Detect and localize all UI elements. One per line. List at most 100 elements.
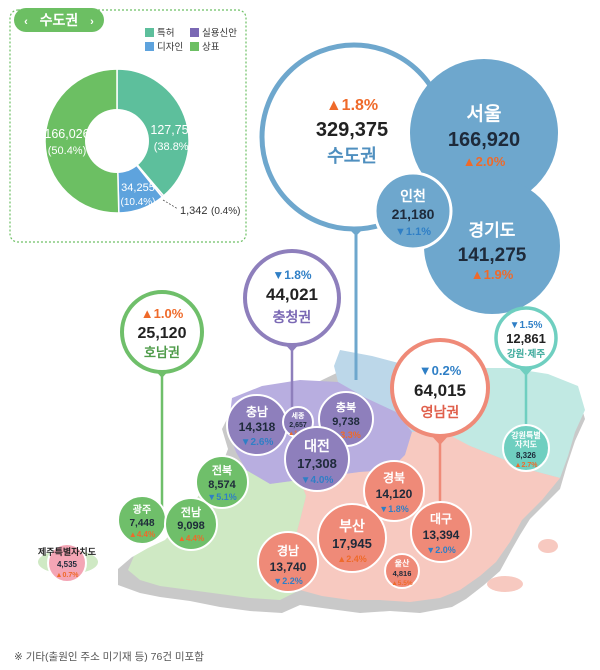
jeju-name: 제주특별자치도 [38, 546, 97, 557]
legend-swatch-utility [190, 28, 199, 37]
pie-panel: ‹ 수도권 › 특허 실용신안 디자인 상표 127,752 (38.8%) 1… [9, 8, 247, 243]
busan-value: 17,945 [332, 536, 372, 551]
jeju-bubble [47, 543, 87, 583]
chungnam-name: 충남 [246, 404, 268, 419]
slice-label-patent-pct: (38.8%) [154, 141, 193, 153]
gangwon-region-value: 12,861 [506, 331, 546, 346]
capital-name: 수도권 [327, 146, 377, 166]
city-bubbles: 충남 14,318 ▼2.6% 세종 2,657 ▲1.7% 충북 9,738 … [38, 391, 550, 593]
jeju-value: 4,535 [57, 560, 78, 569]
slice-label-design-pct: (10.4%) [120, 197, 155, 208]
jeonnam-name: 전남 [181, 505, 201, 519]
legend-swatch-trademark [190, 42, 199, 51]
capital-change: ▲1.8% [326, 97, 378, 114]
chungcheong-ring [243, 249, 341, 347]
jeonbuk-bubble [195, 455, 249, 509]
pie-hole [85, 109, 149, 173]
slice-label-patent-value: 127,752 [150, 123, 195, 137]
gangwon-bubble [502, 424, 550, 472]
incheon-name: 인천 [400, 188, 426, 204]
honam-ring [120, 290, 204, 374]
yeongnam-change: ▼0.2% [419, 363, 462, 378]
map-island-ulleung [538, 539, 558, 553]
chungbuk-name: 충북 [336, 400, 356, 414]
seoul-change: ▲2.0% [463, 154, 506, 169]
slice-label-utility-pct: (0.4%) [211, 206, 240, 217]
honam-name: 호남권 [144, 345, 180, 360]
slice-label-design-value: 34,255 [121, 182, 155, 194]
pie-slice-patent [116, 68, 190, 197]
jeonbuk-name: 전북 [212, 463, 232, 477]
ulsan-bubble [384, 553, 420, 589]
legend-label-utility: 실용신안 [202, 28, 237, 39]
seoul-name: 서울 [467, 103, 502, 125]
seoul-bubble [410, 59, 558, 207]
yeongnam-ring [390, 338, 490, 438]
daejeon-change: ▼4.0% [301, 475, 334, 486]
pie-badge [14, 8, 104, 32]
gangwon-value: 8,326 [516, 451, 537, 460]
jeonbuk-change: ▼5.1% [207, 492, 236, 502]
daegu-change: ▼2.0% [426, 545, 455, 555]
jeonnam-change: ▲4.4% [178, 534, 204, 543]
gyeonggi-change: ▲1.9% [471, 267, 514, 282]
chungnam-change: ▼2.6% [241, 437, 274, 448]
chungbuk-change: ▲3.3% [331, 430, 360, 440]
yeongnam-name: 영남권 [421, 404, 460, 420]
pie-badge-left-icon: ‹ [24, 16, 28, 28]
chungcheong-group: ▼1.8% 44,021 충청권 [243, 249, 341, 408]
slice-label-utility-value: 1,342 [180, 205, 208, 217]
yeongnam-value: 64,015 [414, 381, 466, 400]
gangwon-region-name: 강원·제주 [507, 348, 545, 360]
map-island-south [487, 576, 523, 592]
gyeongbuk-bubble [363, 460, 425, 522]
chungcheong-value: 44,021 [266, 285, 318, 304]
busan-name: 부산 [339, 518, 365, 534]
gangwon-change: ▲2.7% [515, 462, 539, 469]
legend-label-patent: 특허 [157, 28, 174, 39]
footnote: ※ 기타(출원인 주소 미기재 등) 76건 미포함 [14, 651, 204, 663]
gyeonggi-bubble [424, 178, 560, 314]
sejong-value: 2,657 [289, 422, 307, 429]
legend-swatch-design [145, 42, 154, 51]
ulsan-change: ▲5.5% [391, 580, 412, 587]
sejong-name: 세종 [292, 411, 305, 420]
gwangju-value: 7,448 [129, 518, 154, 529]
seoul-value: 166,920 [448, 129, 520, 151]
daejeon-bubble [284, 426, 350, 492]
gangwon-group: ▼1.5% 12,861 강원·제주 [494, 306, 558, 428]
yeongnam-group: ▼0.2% 64,015 영남권 [390, 338, 490, 505]
pie-badge-right-icon: › [90, 16, 94, 28]
gangwon-ring [494, 306, 558, 370]
ulsan-name: 울산 [395, 558, 410, 568]
gyeongbuk-change: ▼1.8% [379, 504, 408, 514]
gyeongnam-change: ▼2.2% [273, 576, 302, 586]
gyeongbuk-name: 경북 [383, 471, 405, 485]
gangwon-name-line2: 자치도 [515, 439, 538, 449]
ulsan-value: 4,816 [393, 569, 412, 578]
jeju-change: ▲0.7% [56, 572, 80, 579]
legend-swatch-patent [145, 28, 154, 37]
daegu-bubble [410, 501, 472, 563]
honam-group: ▲1.0% 25,120 호남권 [120, 290, 204, 510]
pie-badge-text: 수도권 [40, 12, 79, 28]
daegu-value: 13,394 [423, 528, 460, 542]
slice-leader-utility [162, 199, 179, 210]
daejeon-value: 17,308 [297, 456, 337, 471]
jeonnam-bubble [164, 497, 218, 551]
daejeon-name: 대전 [304, 438, 330, 454]
legend-label-trademark: 상표 [202, 42, 220, 53]
pie-slice-trademark [44, 68, 120, 214]
gyeongnam-value: 13,740 [270, 560, 307, 574]
legend-label-design: 디자인 [157, 42, 183, 53]
gangwon-name-line1: 강원특별 [511, 430, 540, 440]
chungnam-value: 14,318 [239, 420, 276, 434]
gwangju-change: ▲4.4% [129, 530, 155, 539]
honam-change: ▲1.0% [141, 306, 184, 321]
capital-value: 329,375 [316, 119, 388, 141]
daegu-name: 대구 [430, 512, 452, 526]
slice-label-trademark-value: 166,026 [44, 127, 89, 141]
gwangju-name: 광주 [133, 504, 151, 516]
chungcheong-change: ▼1.8% [272, 268, 312, 282]
